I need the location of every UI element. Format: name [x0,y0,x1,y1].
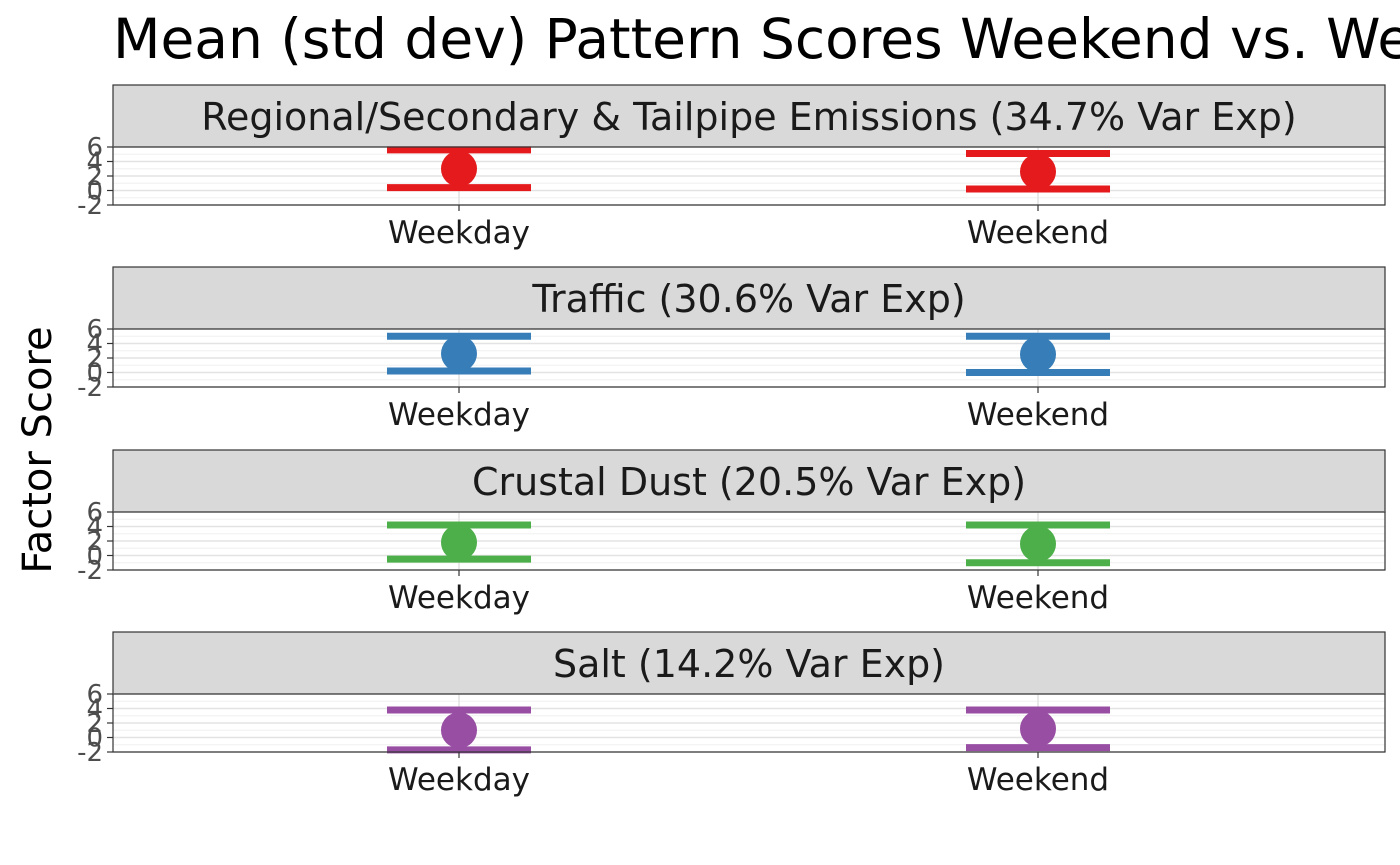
y-tick-label: 4 [86,148,103,178]
y-tick-label: 2 [86,709,103,739]
y-tick-label: 2 [86,162,103,192]
facet-strip-label: Regional/Secondary & Tailpipe Emissions … [201,95,1296,139]
x-tick-label: Weekday [388,580,530,616]
y-tick-label: 6 [86,315,103,345]
facet-strip [112,449,1386,513]
y-tick-label: 0 [86,724,103,754]
y-tick-label: 2 [86,527,103,557]
y-tick-label: 2 [86,344,103,374]
y-tick-label: 4 [86,330,103,360]
mean-point [441,712,477,749]
y-axis-label: Factor Score [15,326,61,573]
facet-strip [112,266,1386,330]
facet-strip-label: Crustal Dust (20.5% Var Exp) [472,460,1026,504]
mean-point [441,335,477,372]
mean-point [1020,710,1056,747]
facet-strip [112,84,1386,148]
y-tick-label: -2 [77,738,103,768]
y-tick-label: 4 [86,695,103,725]
y-tick-label: 0 [86,359,103,389]
y-tick-label: -2 [77,191,103,221]
y-tick-label: 6 [86,133,103,163]
mean-point [1020,153,1056,190]
x-tick-label: Weekday [388,397,530,433]
facet-panel: Regional/Secondary & Tailpipe Emissions … [77,84,1386,251]
y-tick-label: -2 [77,556,103,586]
mean-point [1020,525,1056,562]
x-tick-label: Weekend [967,580,1109,616]
facet-strip-label: Salt (14.2% Var Exp) [553,642,945,686]
y-tick-label: 0 [86,177,103,207]
y-tick-label: 6 [86,498,103,528]
x-tick-label: Weekend [967,762,1109,798]
y-tick-label: 4 [86,513,103,543]
x-tick-label: Weekday [388,762,530,798]
x-tick-label: Weekend [967,215,1109,251]
facet-strip-label: Traffic (30.6% Var Exp) [531,277,965,321]
mean-point [441,150,477,187]
y-tick-label: 0 [86,542,103,572]
y-tick-label: -2 [77,373,103,403]
x-tick-label: Weekday [388,215,530,251]
x-tick-label: Weekend [967,397,1109,433]
chart-title: Mean (std dev) Pattern Scores Weekend vs… [113,7,1400,71]
y-tick-label: 6 [86,680,103,710]
facet-strip [112,631,1386,695]
mean-point [441,524,477,561]
mean-point [1020,336,1056,373]
